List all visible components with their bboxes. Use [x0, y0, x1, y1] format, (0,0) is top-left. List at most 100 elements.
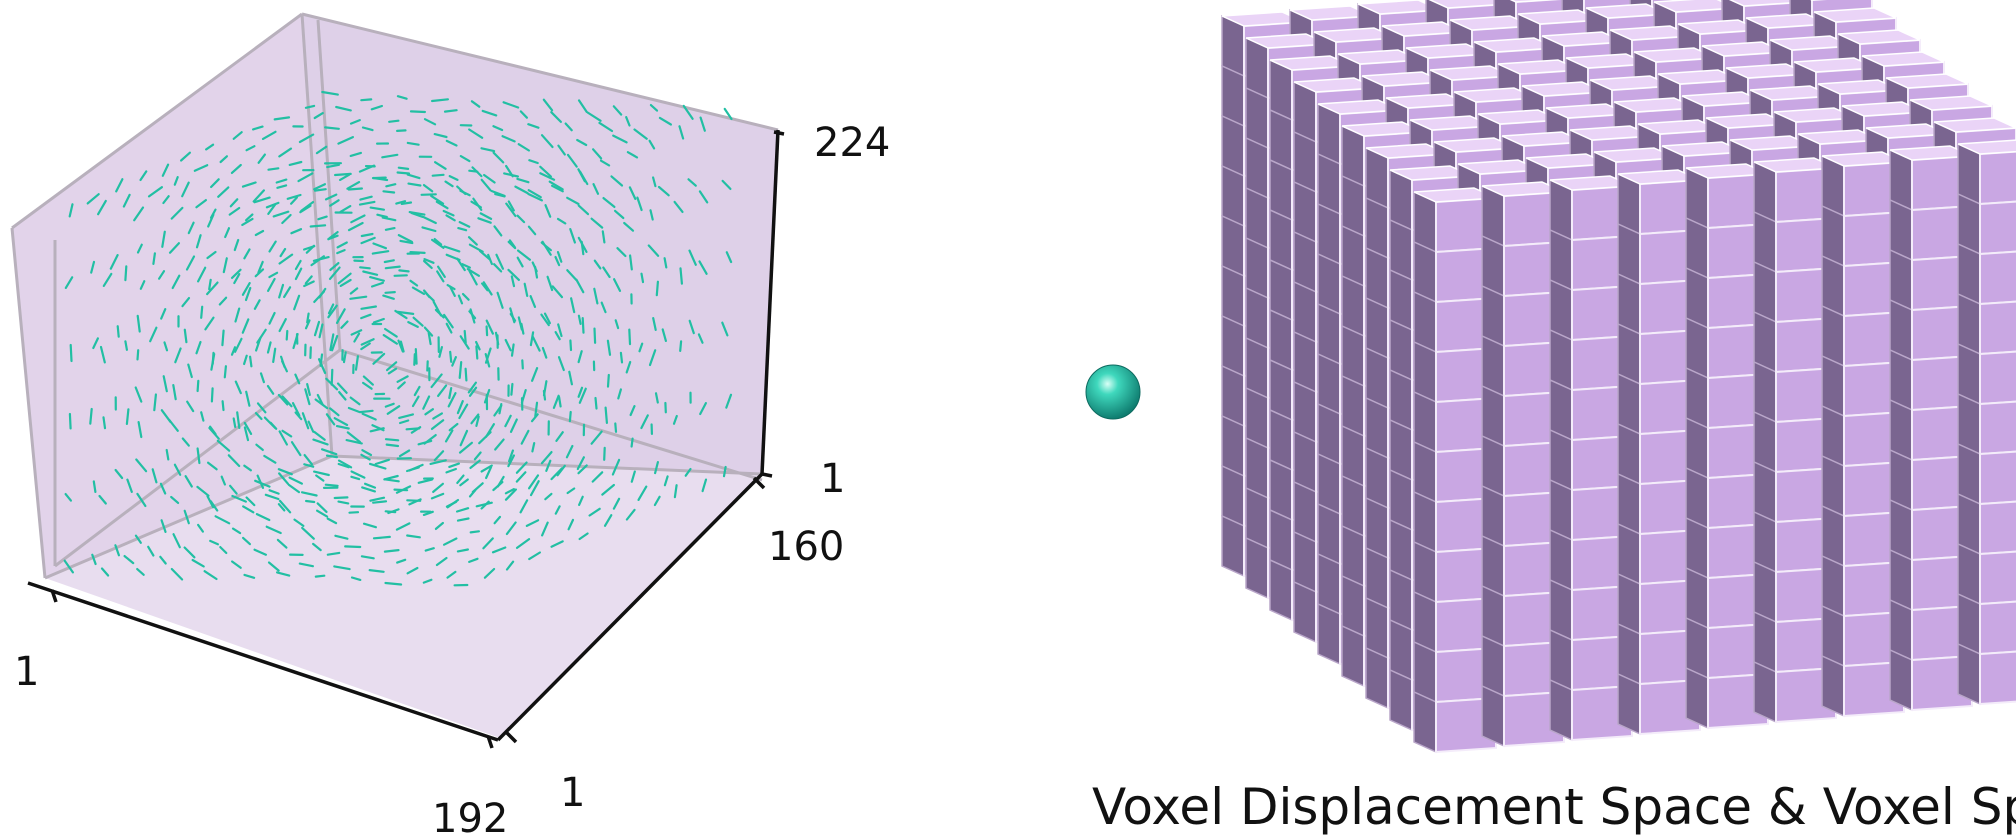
displacement-vector — [475, 415, 480, 427]
displacement-vector — [599, 159, 611, 167]
displacement-vector — [297, 172, 314, 183]
displacement-vector — [290, 228, 303, 235]
displacement-vector — [259, 372, 265, 384]
displacement-vector — [293, 518, 305, 528]
displacement-vector — [577, 99, 588, 114]
displacement-vector — [406, 173, 421, 180]
displacement-vector — [227, 454, 241, 468]
displacement-vector — [372, 317, 385, 324]
displacement-vector — [275, 178, 288, 184]
displacement-vector — [333, 565, 351, 571]
displacement-vector — [384, 227, 396, 231]
voxel-cube-side — [1269, 558, 1293, 622]
displacement-vector — [268, 489, 280, 495]
displacement-vector — [550, 540, 564, 548]
displacement-vector — [325, 454, 338, 459]
displacement-vector — [318, 287, 327, 299]
displacement-vector — [396, 171, 411, 175]
displacement-vector — [216, 439, 231, 452]
displacement-vector — [480, 464, 493, 473]
displacement-vector — [172, 384, 177, 401]
voxel-cube-top — [1609, 25, 1693, 41]
displacement-vector — [241, 282, 251, 296]
displacement-vector — [245, 390, 251, 407]
displacement-vector — [92, 480, 97, 493]
displacement-vector — [329, 333, 335, 352]
displacement-vector — [601, 483, 616, 496]
displacement-vector — [281, 213, 292, 225]
displacement-vector — [315, 474, 325, 482]
displacement-vector — [626, 151, 639, 159]
displacement-vector — [397, 381, 406, 390]
displacement-vector — [350, 475, 361, 481]
displacement-vector — [278, 147, 293, 158]
displacement-vector — [568, 410, 572, 423]
displacement-vector — [393, 274, 408, 277]
displacement-vector — [556, 464, 566, 477]
displacement-vector — [253, 548, 267, 556]
voxel-cube-top — [1957, 139, 2016, 155]
displacement-vector — [554, 505, 561, 515]
displacement-vector — [630, 470, 636, 483]
displacement-vector — [349, 396, 361, 406]
displacement-vector — [413, 385, 421, 397]
voxel-cube-top — [1677, 19, 1761, 35]
displacement-vector — [336, 382, 348, 394]
displacement-vector — [468, 310, 477, 320]
displacement-vector — [386, 361, 398, 372]
displacement-vector — [290, 441, 302, 457]
displacement-vector — [688, 319, 695, 335]
displacement-vector — [555, 431, 564, 442]
displacement-vector — [181, 181, 190, 198]
voxel-cube-top — [1313, 27, 1397, 43]
displacement-vector — [456, 185, 467, 195]
displacement-vector — [409, 110, 426, 114]
displacement-vector — [100, 567, 110, 577]
voxel-cube-top — [1289, 5, 1373, 21]
displacement-vector — [350, 470, 366, 479]
displacement-vector — [568, 370, 574, 386]
displacement-vector — [393, 488, 409, 492]
displacement-vector — [493, 263, 503, 273]
displacement-vector — [136, 314, 141, 333]
displacement-vector — [200, 305, 204, 319]
displacement-vector — [170, 567, 184, 581]
displacement-vector — [527, 189, 542, 199]
displacement-vector — [567, 518, 575, 531]
displacement-vector — [301, 412, 310, 430]
displacement-vector — [267, 561, 280, 572]
displacement-vector — [442, 209, 455, 217]
displacement-vector — [458, 403, 469, 420]
displacement-vector — [381, 216, 397, 222]
displacement-vector — [566, 196, 580, 206]
displacement-vector — [313, 188, 327, 192]
displacement-vector — [527, 225, 537, 236]
displacement-vector — [448, 462, 460, 468]
displacement-vector — [243, 464, 252, 472]
displacement-vector — [333, 496, 349, 500]
displacement-vector — [509, 307, 516, 324]
displacement-vector — [591, 148, 603, 160]
displacement-vector — [383, 259, 395, 264]
displacement-vector — [614, 319, 620, 330]
displacement-vector — [519, 499, 529, 514]
displacement-vector — [220, 475, 226, 486]
displacement-vector — [301, 526, 315, 540]
displacement-vector — [507, 268, 521, 281]
displacement-vector — [531, 442, 536, 453]
displacement-vector — [430, 419, 445, 430]
displacement-vector — [326, 551, 341, 556]
displacement-vector — [540, 241, 553, 252]
displacement-vector — [550, 111, 563, 124]
displacement-vector — [244, 286, 252, 302]
displacement-vector — [494, 438, 505, 451]
displacement-vector — [348, 511, 360, 514]
displacement-vector — [445, 139, 458, 147]
displacement-vector — [126, 478, 133, 493]
displacement-vector — [195, 340, 202, 355]
displacement-vector — [136, 349, 140, 361]
displacement-vector — [265, 201, 280, 209]
displacement-vector — [136, 492, 147, 508]
voxel-cube-top — [1269, 55, 1353, 71]
displacement-vector — [492, 125, 504, 132]
